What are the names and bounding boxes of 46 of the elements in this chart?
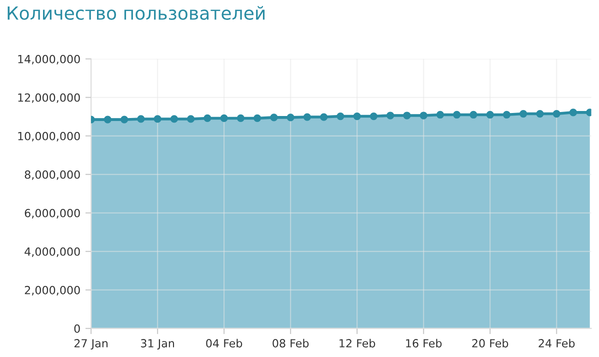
point	[120, 116, 128, 124]
x-tick-label: 31 Jan	[141, 339, 174, 350]
point	[270, 114, 278, 122]
point	[486, 110, 494, 119]
point	[520, 110, 528, 118]
point	[436, 110, 444, 119]
x-tick-label: 04 Feb	[206, 338, 242, 348]
point	[386, 112, 394, 120]
x-tick-label: 12 Feb	[340, 338, 376, 348]
x-tick-label: 16 Feb	[406, 338, 442, 348]
x-tick-label: 20 Feb	[472, 338, 508, 348]
x-tick-label: 27 Jan	[74, 339, 108, 350]
point	[253, 114, 262, 122]
point	[470, 110, 478, 119]
y-tick-label: 6,000,000	[24, 208, 80, 218]
point	[154, 115, 162, 123]
point	[336, 112, 344, 120]
y-tick-label: 10,000,000	[18, 132, 80, 142]
chart-title: Количество пользователей	[8, 6, 265, 20]
point	[104, 116, 112, 124]
point	[552, 110, 560, 118]
point	[320, 113, 328, 121]
y-tick-label: 8,000,000	[24, 170, 80, 180]
point	[303, 113, 312, 121]
point	[137, 115, 145, 123]
point	[220, 114, 228, 122]
point	[186, 115, 195, 123]
point	[236, 114, 244, 122]
point	[502, 110, 511, 119]
point	[204, 114, 212, 122]
point	[453, 110, 461, 119]
x-tick-label: 24 Feb	[538, 338, 575, 348]
point	[370, 112, 378, 120]
y-tick-label: 14,000,000	[18, 54, 80, 64]
y-tick-label: 12,000,000	[18, 93, 80, 103]
point	[170, 115, 178, 123]
point	[536, 110, 544, 118]
point	[403, 112, 411, 120]
point	[286, 114, 294, 122]
y-tick-label: 4,000,000	[24, 247, 80, 257]
point	[420, 112, 428, 120]
x-tick-label: 08 Feb	[272, 338, 309, 348]
y-tick-label: 0	[74, 324, 80, 333]
point	[353, 112, 361, 120]
point	[569, 108, 578, 116]
y-tick-label: 2,000,000	[24, 286, 80, 296]
